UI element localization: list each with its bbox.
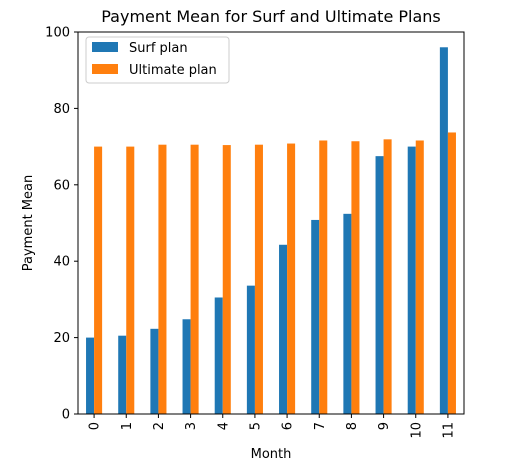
y-tick-label: 0 <box>62 408 70 423</box>
bar-ultimate-3 <box>190 144 199 414</box>
x-tick-label-5: 5 <box>248 422 263 430</box>
y-axis-label: Payment Mean <box>21 175 36 271</box>
legend: Surf plan Ultimate plan <box>85 36 230 84</box>
bar-surf-1 <box>118 335 127 414</box>
x-tick-label-11: 11 <box>441 422 456 439</box>
plot-frame <box>77 31 465 415</box>
bar-ultimate-8 <box>351 141 360 414</box>
x-tick-label-8: 8 <box>345 422 360 430</box>
legend-label-ultimate: Ultimate plan <box>129 63 217 78</box>
x-tick-label-0: 0 <box>88 422 103 430</box>
bar-surf-11 <box>439 47 448 414</box>
bar-surf-7 <box>311 219 320 414</box>
bar-surf-2 <box>150 328 159 414</box>
x-tick-label-1: 1 <box>120 422 135 430</box>
y-tick-label: 80 <box>53 102 70 117</box>
x-tick-label-9: 9 <box>377 422 392 430</box>
bar-ultimate-6 <box>287 143 296 415</box>
bars-group <box>86 47 456 415</box>
y-tick-label: 100 <box>45 26 70 41</box>
bar-ultimate-11 <box>447 132 456 414</box>
legend-swatch-ultimate <box>92 64 118 74</box>
bar-ultimate-4 <box>222 145 231 414</box>
y-tick-label: 20 <box>53 331 70 346</box>
legend-label-surf: Surf plan <box>129 41 188 56</box>
bar-surf-3 <box>182 319 191 414</box>
x-tick-label-10: 10 <box>409 422 424 439</box>
x-tick-label-7: 7 <box>313 422 328 430</box>
bar-surf-5 <box>246 285 255 414</box>
bar-surf-9 <box>375 156 384 414</box>
chart-title: Payment Mean for Surf and Ultimate Plans <box>101 7 441 26</box>
bar-surf-10 <box>407 146 416 414</box>
bar-ultimate-1 <box>126 146 135 414</box>
y-tick-label: 40 <box>53 255 70 270</box>
x-tick-label-2: 2 <box>152 422 167 430</box>
legend-box <box>85 36 230 84</box>
y-tick-label: 60 <box>53 178 70 193</box>
bar-surf-0 <box>86 337 95 414</box>
bar-ultimate-9 <box>383 139 392 414</box>
x-tick-label-6: 6 <box>281 422 296 430</box>
bar-ultimate-7 <box>319 140 328 415</box>
bar-surf-8 <box>343 213 352 414</box>
bar-ultimate-2 <box>158 144 167 414</box>
legend-swatch-surf <box>92 42 118 52</box>
y-axis: 0 20 40 60 80 100 <box>45 26 78 423</box>
bar-ultimate-0 <box>94 146 103 414</box>
x-tick-label-3: 3 <box>184 422 199 430</box>
x-axis: 0 1 2 3 4 5 6 7 8 9 10 11 <box>88 414 456 439</box>
x-axis-label: Month <box>251 447 292 462</box>
bar-ultimate-5 <box>254 144 263 414</box>
bar-surf-4 <box>214 297 223 414</box>
bar-surf-6 <box>279 244 288 414</box>
x-tick-label-4: 4 <box>216 422 231 430</box>
bar-ultimate-10 <box>415 140 424 415</box>
